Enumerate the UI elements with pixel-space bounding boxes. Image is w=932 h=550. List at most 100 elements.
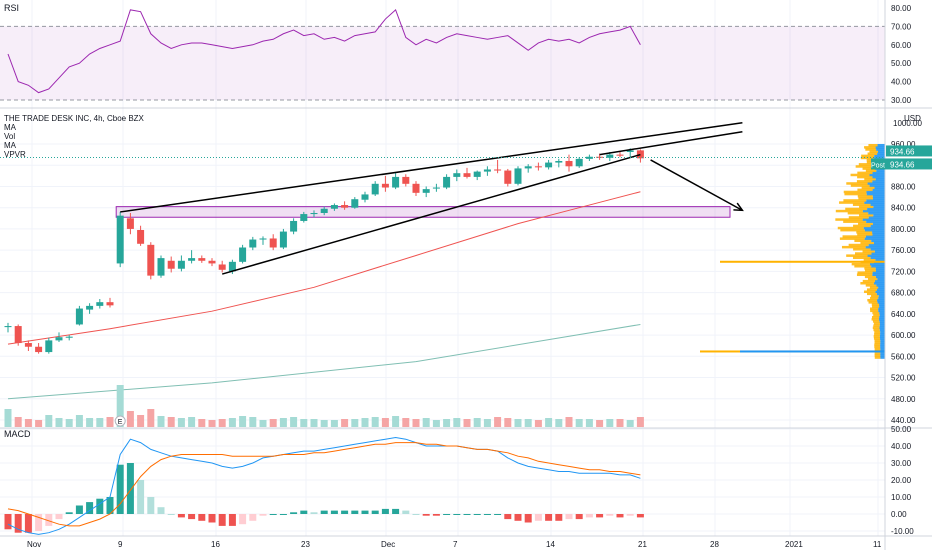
- vpvr-bar-down: [873, 313, 880, 317]
- candle-body: [35, 346, 43, 353]
- vpvr-bar-up: [875, 269, 885, 272]
- indicator-ma-1[interactable]: MA: [4, 123, 17, 132]
- macd-histogram-bar: [494, 514, 502, 515]
- macd-tick: 0.00: [891, 510, 907, 519]
- price-pane[interactable]: E: [0, 122, 885, 427]
- vpvr-bar-up: [867, 254, 885, 257]
- vpvr-bar-down: [874, 352, 881, 355]
- macd-pane[interactable]: [4, 436, 644, 535]
- vpvr-bar-down: [860, 241, 874, 245]
- volume-bar: [555, 419, 563, 427]
- vpvr-bar-up: [877, 152, 885, 155]
- price-tick: 560.00: [891, 352, 916, 361]
- rsi-tick: 60.00: [891, 41, 912, 50]
- macd-histogram-bar: [381, 508, 389, 514]
- candle-body: [75, 308, 83, 325]
- vpvr-bar-down: [869, 150, 879, 153]
- volume-bar: [157, 416, 165, 427]
- volume-bar: [65, 419, 73, 427]
- vpvr-bar-up: [878, 309, 885, 313]
- vpvr-bar-down: [865, 284, 877, 287]
- candle-body: [473, 171, 481, 177]
- volume-bar: [45, 415, 53, 427]
- macd-histogram-bar: [218, 514, 226, 526]
- macd-histogram-bar: [188, 514, 196, 520]
- upper-trendline-2: [599, 131, 743, 156]
- volume-bar: [167, 417, 175, 427]
- vpvr-bar-up: [867, 207, 885, 211]
- vpvr-bar-up: [866, 199, 885, 202]
- vpvr-bar-up: [878, 294, 885, 298]
- candle-body: [606, 154, 614, 158]
- volume-bar: [86, 418, 94, 427]
- vpvr-bar-up: [880, 343, 885, 347]
- macd-histogram-bar: [14, 514, 22, 533]
- vpvr-bar-up: [868, 211, 885, 215]
- vpvr-bar-down: [862, 250, 875, 253]
- candle-body: [555, 160, 563, 163]
- candle-body: [524, 166, 532, 169]
- vpvr-bar-up: [880, 356, 885, 359]
- vpvr-bar-up: [874, 154, 885, 158]
- indicator-vpvr[interactable]: VPVR: [4, 150, 26, 159]
- candle-body: [636, 150, 644, 159]
- candle-body: [300, 214, 308, 221]
- macd-histogram-bar: [269, 514, 277, 515]
- vpvr-bar-up: [875, 177, 885, 181]
- symbol-line[interactable]: THE TRADE DESK INC, 4h, Cboe BZX: [4, 114, 145, 123]
- indicator-ma-2[interactable]: MA: [4, 141, 17, 150]
- volume-bar: [75, 415, 83, 427]
- vpvr-bar-up: [872, 273, 885, 277]
- vpvr-bar-up: [880, 337, 885, 340]
- macd-histogram-bar: [198, 514, 206, 521]
- vpvr-bar-down: [854, 252, 872, 255]
- macd-histogram-bar: [596, 514, 604, 518]
- vpvr-bar-down: [858, 197, 874, 200]
- macd-histogram-bar: [239, 514, 247, 525]
- volume-bar: [351, 419, 359, 427]
- volume-bar: [188, 417, 196, 427]
- vpvr-bar-down: [854, 239, 872, 243]
- volume-bar: [4, 409, 12, 427]
- candle-body: [422, 189, 430, 193]
- candle-body: [269, 238, 277, 248]
- vpvr-bar-down: [867, 298, 878, 302]
- vpvr-bar-up: [873, 197, 885, 200]
- vpvr-bar-up: [875, 258, 885, 262]
- vpvr-bar-down: [874, 341, 881, 344]
- candle-body: [381, 183, 389, 188]
- vpvr-bar-up: [875, 146, 885, 149]
- vpvr-bar-down: [846, 254, 868, 257]
- macd-histogram-bar: [626, 514, 634, 516]
- vpvr-bar-down: [865, 148, 877, 151]
- candle-body: [432, 187, 440, 189]
- indicator-vol[interactable]: Vol: [4, 132, 15, 141]
- vpvr-bar-up: [873, 241, 885, 245]
- vpvr-bar-up: [878, 307, 885, 310]
- candle-body: [596, 156, 604, 158]
- volume-bar: [259, 420, 267, 427]
- price-badge-text: 934.66: [890, 147, 915, 156]
- candle-body: [341, 205, 349, 208]
- vpvr-bar-up: [863, 226, 885, 230]
- volume-bar: [361, 418, 369, 427]
- price-tick: 480.00: [891, 395, 916, 404]
- candle-body: [392, 176, 400, 188]
- volume-bar: [392, 416, 400, 427]
- vpvr-bar-up: [864, 228, 885, 232]
- macd-histogram-bar: [422, 514, 430, 516]
- volume-bar: [341, 419, 349, 427]
- vpvr-bar-up: [868, 243, 885, 247]
- vpvr-bar-down: [845, 207, 868, 211]
- candle-body: [320, 208, 328, 213]
- volume-bar: [412, 419, 420, 427]
- volume-bar: [443, 419, 451, 427]
- candle-body: [290, 220, 298, 232]
- vpvr-bar-up: [877, 144, 885, 147]
- volume-bar: [228, 418, 236, 427]
- vpvr-bar-up: [879, 311, 885, 315]
- macd-histogram-bar: [279, 514, 287, 515]
- rsi-pane[interactable]: [0, 8, 885, 101]
- volume-bar: [504, 418, 512, 427]
- volume-bar: [545, 418, 553, 427]
